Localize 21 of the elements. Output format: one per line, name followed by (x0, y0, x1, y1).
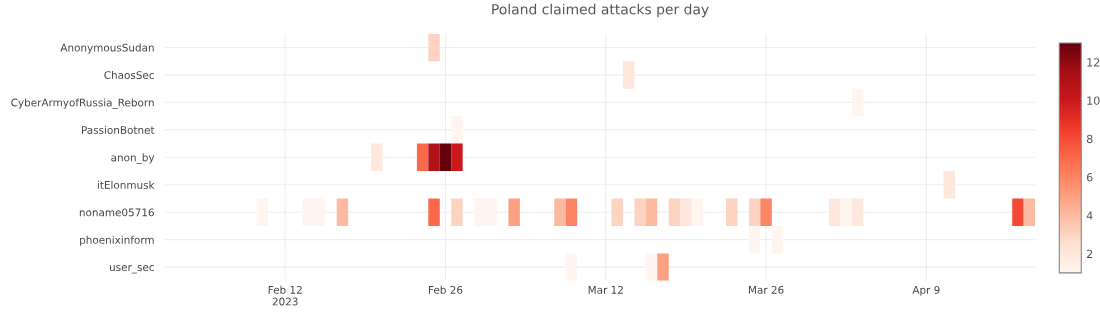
color-bar-label: 12 (1087, 58, 1100, 67)
y-tick-label: anon_by (111, 153, 155, 164)
y-tick-label: PassionBotnet (81, 125, 155, 134)
x-tick-label: Feb 12 2023 (268, 285, 302, 306)
y-tick-label: CyberArmyofRussia_Reborn (11, 98, 154, 109)
color-bar-label: 6 (1086, 173, 1093, 182)
color-bar-label: 10 (1087, 96, 1100, 105)
color-bar-label: 4 (1086, 211, 1093, 220)
chart-title: Poland claimed attacks per day (492, 3, 709, 18)
y-tick-label: user_sec (109, 265, 154, 274)
color-bar-label: 2 (1086, 249, 1093, 258)
x-tick-label: Apr 9 (912, 285, 940, 296)
y-tick-label: AnonymousSudan (60, 43, 154, 54)
x-tick-label: Mar 12 (588, 285, 623, 294)
x-tick-label: Mar 26 (748, 285, 784, 294)
y-tick-label: ChaosSec (104, 70, 154, 80)
y-tick-label: itElonmusk (97, 180, 155, 189)
color-bar-label: 8 (1086, 134, 1093, 144)
y-tick-label: phoenixinform (80, 235, 154, 246)
x-tick-label: Feb 26 (429, 285, 463, 294)
y-tick-label: noname05716 (79, 208, 154, 217)
